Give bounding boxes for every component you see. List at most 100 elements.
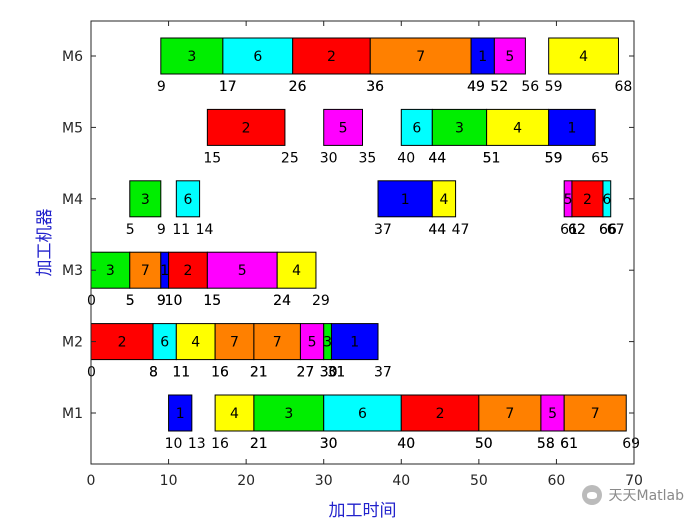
task-job-label: 4: [191, 335, 200, 351]
task-end-label: 66: [599, 222, 617, 238]
task-start-label: 16: [211, 436, 229, 452]
task-start-label: 10: [165, 293, 183, 309]
task-end-label: 21: [250, 436, 268, 452]
task-start-label: 11: [172, 222, 190, 238]
y-axis-title: 加工机器: [35, 209, 55, 277]
task-bar: [206, 251, 278, 289]
task-bar: [563, 394, 627, 432]
y-tick-label: M3: [62, 263, 83, 279]
task-end-label: 16: [211, 365, 229, 381]
task-end-label: 11: [172, 365, 190, 381]
task-job-label: 5: [238, 263, 247, 279]
task-bar: [548, 108, 596, 146]
task-job-label: 5: [339, 120, 348, 136]
task-start-label: 40: [397, 436, 415, 452]
task-start-label: 37: [374, 222, 392, 238]
task-job-label: 6: [184, 192, 193, 208]
task-end-label: 47: [452, 222, 470, 238]
x-axis-title: 加工时间: [329, 501, 397, 521]
task-job-label: 3: [187, 49, 196, 65]
task-end-label: 50: [475, 436, 493, 452]
task-start-label: 66: [599, 222, 617, 238]
task-job-label: 1: [567, 120, 576, 136]
task-start-label: 61: [560, 222, 578, 238]
task-bar: [493, 37, 526, 75]
task-end-label: 17: [219, 79, 237, 95]
task-end-label: 40: [397, 436, 415, 452]
x-tick-label: 40: [392, 473, 410, 489]
task-end-label: 68: [614, 79, 632, 95]
task-job-label: 6: [253, 49, 262, 65]
task-start-label: 30: [320, 365, 338, 381]
y-tick-label: M6: [62, 49, 83, 65]
task-start-label: 15: [203, 293, 221, 309]
task-end-label: 31: [327, 365, 345, 381]
task-bar: [400, 394, 480, 432]
task-start-label: 44: [428, 222, 446, 238]
task-bar: [486, 108, 550, 146]
task-job-label: 7: [273, 335, 282, 351]
task-job-label: 3: [284, 406, 293, 422]
x-tick-label: 20: [237, 473, 255, 489]
task-start-label: 59: [545, 79, 563, 95]
task-end-label: 13: [188, 436, 206, 452]
task-bar: [160, 37, 224, 75]
task-bar: [175, 323, 216, 361]
task-end-label: 36: [366, 79, 384, 95]
task-job-label: 2: [436, 406, 445, 422]
task-end-label: 26: [289, 79, 307, 95]
task-job-label: 5: [308, 335, 317, 351]
task-end-label: 30: [320, 436, 338, 452]
task-start-label: 9: [157, 293, 166, 309]
task-start-label: 11: [172, 365, 190, 381]
task-end-label: 25: [281, 150, 299, 166]
axes: 0 10 20 30 40 50 60 70 M1 M2 M3 M4 M5 M6: [62, 20, 643, 489]
task-job-label: 1: [160, 263, 169, 279]
task-start-label: 16: [211, 365, 229, 381]
task-end-label: 49: [467, 79, 485, 95]
x-tick-label: 60: [548, 473, 566, 489]
task-end-label: 69: [622, 436, 640, 452]
task-job-label: 6: [602, 192, 611, 208]
watermark: 天天Matlab: [582, 485, 684, 505]
task-job-label: 7: [230, 335, 239, 351]
task-job-label: 4: [513, 120, 522, 136]
task-end-label: 35: [359, 150, 377, 166]
task-job-label: 4: [292, 263, 301, 279]
task-job-label: 4: [230, 406, 239, 422]
task-job-label: 7: [141, 263, 150, 279]
task-start-label: 30: [320, 150, 338, 166]
task-job-label: 4: [579, 49, 588, 65]
y-tick-label: M1: [62, 406, 83, 422]
task-end-label: 30: [320, 365, 338, 381]
task-bar: [253, 323, 301, 361]
task-job-label: 7: [591, 406, 600, 422]
task-start-label: 21: [250, 365, 268, 381]
task-job-label: 2: [583, 192, 592, 208]
task-start-label: 5: [126, 293, 135, 309]
task-start-label: 50: [475, 436, 493, 452]
task-bar: [214, 323, 255, 361]
task-end-label: 21: [250, 365, 268, 381]
x-tick-label: 70: [625, 473, 643, 489]
task-start-label: 58: [537, 436, 555, 452]
task-job-label: 3: [106, 263, 115, 279]
task-job-label: 1: [350, 335, 359, 351]
task-start-label: 10: [165, 436, 183, 452]
x-tick-label: 0: [87, 473, 96, 489]
task-job-label: 7: [416, 49, 425, 65]
task-end-label: 27: [296, 365, 314, 381]
task-start-label: 51: [483, 150, 501, 166]
task-bar: [276, 251, 317, 289]
task-job-label: 5: [564, 192, 573, 208]
task-job-label: 2: [184, 263, 193, 279]
task-bar: [431, 180, 457, 218]
task-bar: [478, 394, 542, 432]
task-end-label: 67: [607, 222, 625, 238]
task-job-label: 4: [439, 192, 448, 208]
task-bar: [129, 180, 162, 218]
task-end-label: 9: [157, 293, 166, 309]
task-end-label: 5: [126, 293, 135, 309]
task-end-label: 59: [545, 150, 563, 166]
